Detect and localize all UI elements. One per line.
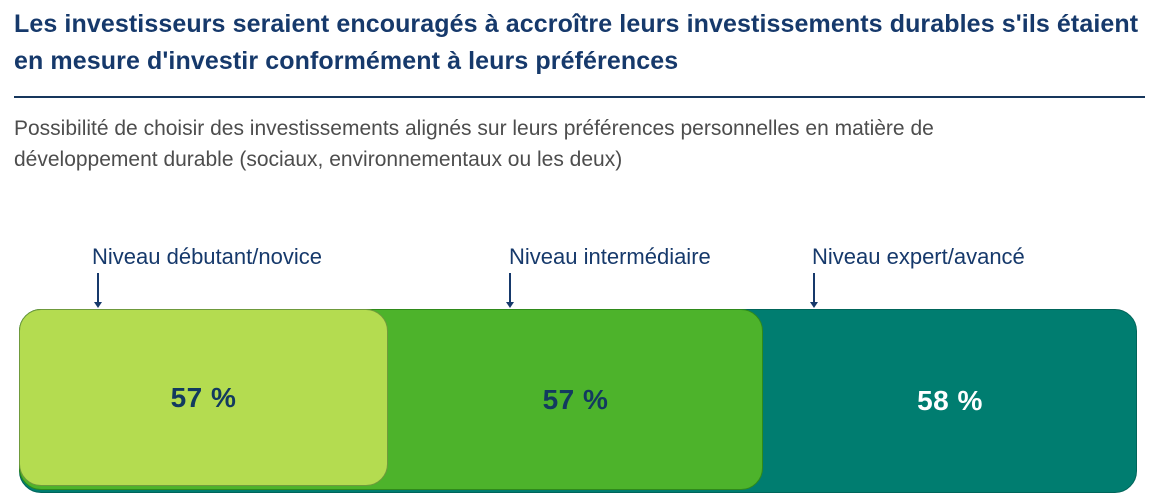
chart-title: Les investisseurs seraient encouragés à … — [14, 10, 1139, 75]
chart-subtitle: Possibilité de choisir des investissemen… — [14, 117, 934, 171]
value-label-expert-avance: 58 % — [917, 385, 983, 416]
category-label-debutant-novice: Niveau débutant/novice — [92, 244, 322, 269]
value-label-debutant-novice: 57 % — [170, 381, 237, 413]
pointer-arrow-intermediaire — [506, 273, 514, 308]
category-label-intermediaire: Niveau intermédiaire — [509, 244, 711, 269]
bar-segment-debutant-novice — [19, 309, 388, 486]
value-label-intermediaire: 57 % — [542, 383, 609, 415]
pointer-arrow-expert — [810, 273, 818, 308]
pointer-arrow-debutant — [94, 273, 102, 308]
title-divider — [14, 96, 1145, 98]
category-label-expert-avance: Niveau expert/avancé — [812, 244, 1025, 269]
